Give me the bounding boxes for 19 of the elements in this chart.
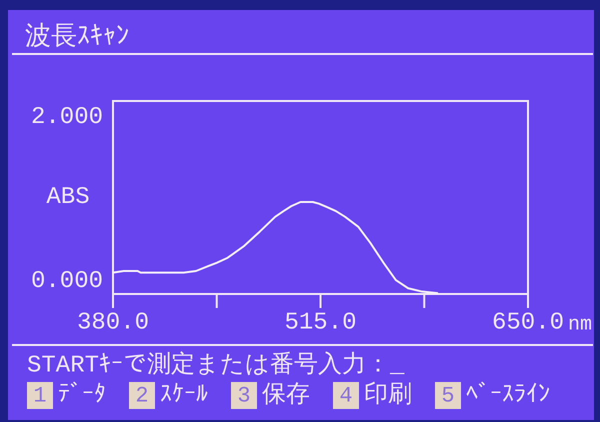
text: 3 [237,384,251,408]
x-axis-title: nm [568,314,592,336]
y-tick-label: 0.000 [30,268,103,296]
y-axis-title: ABS [46,184,90,211]
x-tick-label: 650.0 [492,310,564,336]
text: 5 [441,384,455,408]
text: 保存 [262,382,310,410]
text: ｽｹｰﾙ [160,382,208,410]
y-tick-label: 2.000 [30,104,103,131]
text: ﾃﾞｰﾀ [58,382,106,410]
text: STARTｷｰで測定または番号入力：_ [27,350,406,380]
text: 1 [33,384,47,408]
text: 4 [339,384,353,408]
x-tick-label: 515.0 [284,310,357,336]
text: 印刷 [364,382,412,410]
text: ﾍﾞｰｽﾗｲﾝ [466,382,550,410]
x-tick-label: 380.0 [76,310,150,336]
chart-title: 波長ｽｷｬﾝ [25,22,129,52]
text: 2 [135,384,149,408]
